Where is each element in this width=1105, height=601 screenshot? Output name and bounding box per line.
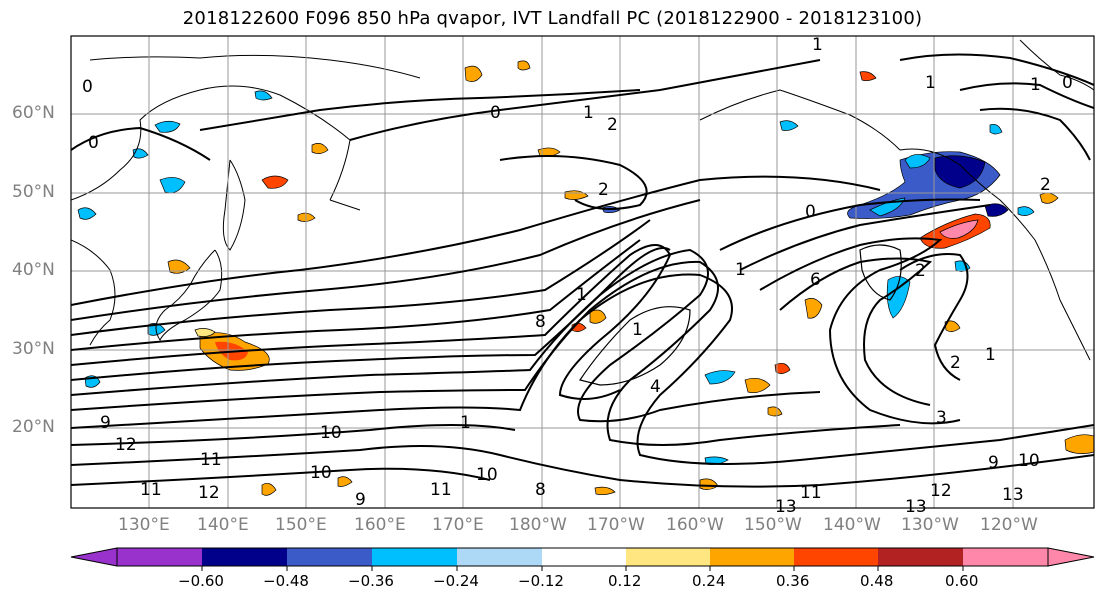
colorbar-segment: [542, 548, 626, 566]
lon-label: 180°W: [509, 515, 567, 535]
contour-label: 1: [460, 413, 471, 433]
lon-label: 150°W: [744, 515, 802, 535]
colorbar-tick-label: −0.24: [433, 572, 479, 590]
lon-label: 130°W: [901, 515, 959, 535]
contour-label: 9: [100, 413, 111, 433]
contour-label: 12: [930, 481, 952, 501]
contour-labels: 0 0 0 0 0 1 1 1 1 1 1 1 1 1 2 2 2 2 2 3 …: [82, 35, 1073, 517]
ivt-contours-thin: [579, 244, 902, 386]
contour-label: 0: [1062, 73, 1073, 93]
contour-label: 1: [925, 73, 936, 93]
colorbar-tick-label: −0.36: [348, 572, 394, 590]
contour-label: 11: [800, 483, 822, 503]
colorbar-tick-label: 0.36: [776, 572, 810, 590]
lon-label: 150°E: [275, 515, 327, 535]
colorbar-segment: [202, 548, 287, 566]
contour-label: 13: [775, 497, 797, 517]
contour-label: 2: [950, 353, 961, 373]
lon-label: 140°W: [823, 515, 881, 535]
contour-label: 10: [476, 465, 498, 485]
contour-label: 1: [735, 260, 746, 280]
colorbar-tick-label: 0.48: [860, 572, 894, 590]
colorbar-segment: [626, 548, 710, 566]
contour-label: 0: [805, 202, 816, 222]
contour-label: 12: [115, 435, 137, 455]
contour-label: 1: [576, 285, 587, 305]
contour-label: 1: [632, 320, 643, 340]
contour-label: 12: [198, 483, 220, 503]
contour-label: 10: [1018, 451, 1040, 471]
colorbar-segment: [878, 548, 963, 566]
lat-label: 50°N: [12, 182, 55, 202]
colorbar-segment: [287, 548, 372, 566]
colorbar-tick-label: 0.12: [608, 572, 642, 590]
contour-label: 8: [535, 312, 546, 332]
contour-label: 11: [200, 450, 222, 470]
contour-label: 1: [985, 345, 996, 365]
contour-label: 3: [936, 408, 947, 428]
contour-label: 0: [82, 77, 93, 97]
ivt-contours: [71, 53, 1094, 488]
lon-label: 170°E: [432, 515, 484, 535]
colorbar-outline: [116, 547, 1049, 567]
lon-label: 130°E: [118, 515, 170, 535]
lon-label: 160°E: [354, 515, 406, 535]
colorbar-tick-label: −0.60: [178, 572, 224, 590]
colorbar-segment: [963, 548, 1048, 566]
contour-label: 1: [1030, 75, 1041, 95]
contour-label: 0: [490, 103, 501, 123]
colorbar: [70, 547, 1095, 571]
contour-label: 13: [1002, 485, 1024, 505]
colorbar-tick-label: −0.48: [263, 572, 309, 590]
lon-label: 170°W: [587, 515, 645, 535]
lat-label: 20°N: [12, 417, 55, 437]
contour-label: 10: [310, 463, 332, 483]
contour-label: 0: [88, 133, 99, 153]
contour-label: 11: [140, 480, 162, 500]
contour-label: 2: [598, 180, 609, 200]
contour-label: 2: [1040, 175, 1051, 195]
contour-label: 1: [812, 35, 823, 55]
contour-label: 13: [905, 497, 927, 517]
coastlines: [71, 39, 1094, 361]
contour-label: 1: [583, 103, 594, 123]
shaded-anomaly-field: [77, 60, 1094, 496]
colorbar-tick-label: 0.24: [692, 572, 726, 590]
contour-label: 9: [988, 453, 999, 473]
map-title: 2018122600 F096 850 hPa qvapor, IVT Land…: [182, 8, 923, 29]
contour-label: 8: [535, 480, 546, 500]
colorbar-segment: [117, 548, 202, 566]
contour-label: 9: [355, 490, 366, 510]
colorbar-min-extension: [70, 547, 118, 567]
lon-label: 120°W: [980, 515, 1038, 535]
map-background: [71, 36, 1094, 508]
lon-label: 140°E: [197, 515, 249, 535]
contour-label: 6: [810, 270, 821, 290]
contour-label: 4: [650, 377, 661, 397]
map-frame: [70, 35, 1095, 509]
contour-label: 11: [430, 480, 452, 500]
colorbar-segment: [710, 548, 794, 566]
contour-label: 10: [320, 423, 342, 443]
colorbar-segment: [794, 548, 878, 566]
lat-label: 40°N: [12, 260, 55, 280]
colorbar-tick-label: −0.12: [518, 572, 564, 590]
lat-label: 60°N: [12, 103, 55, 123]
contour-label: 2: [607, 115, 618, 135]
colorbar-segment: [372, 548, 457, 566]
contour-label: 2: [915, 261, 926, 281]
colorbar-max-extension: [1047, 547, 1095, 567]
lon-label: 160°W: [666, 515, 724, 535]
colorbar-segment: [457, 548, 542, 566]
colorbar-tick-label: 0.60: [945, 572, 979, 590]
lat-label: 30°N: [12, 339, 55, 359]
